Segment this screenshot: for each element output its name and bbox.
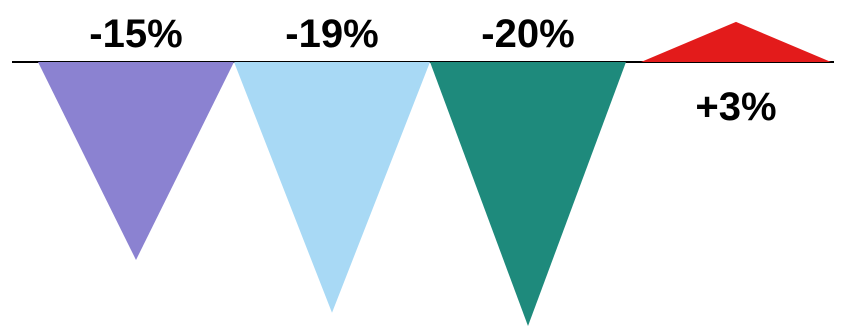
value-label-2: -19% (285, 12, 378, 56)
value-labels: -15% -19% -20% +3% (89, 12, 776, 129)
triangle-mark-2 (234, 62, 430, 313)
triangle-marks (38, 21, 831, 326)
triangle-mark-3 (430, 62, 626, 326)
value-label-4: +3% (695, 85, 776, 129)
triangle-mark-1 (38, 62, 234, 260)
triangle-mark-4 (641, 21, 831, 62)
value-label-3: -20% (481, 12, 574, 56)
value-label-1: -15% (89, 12, 182, 56)
